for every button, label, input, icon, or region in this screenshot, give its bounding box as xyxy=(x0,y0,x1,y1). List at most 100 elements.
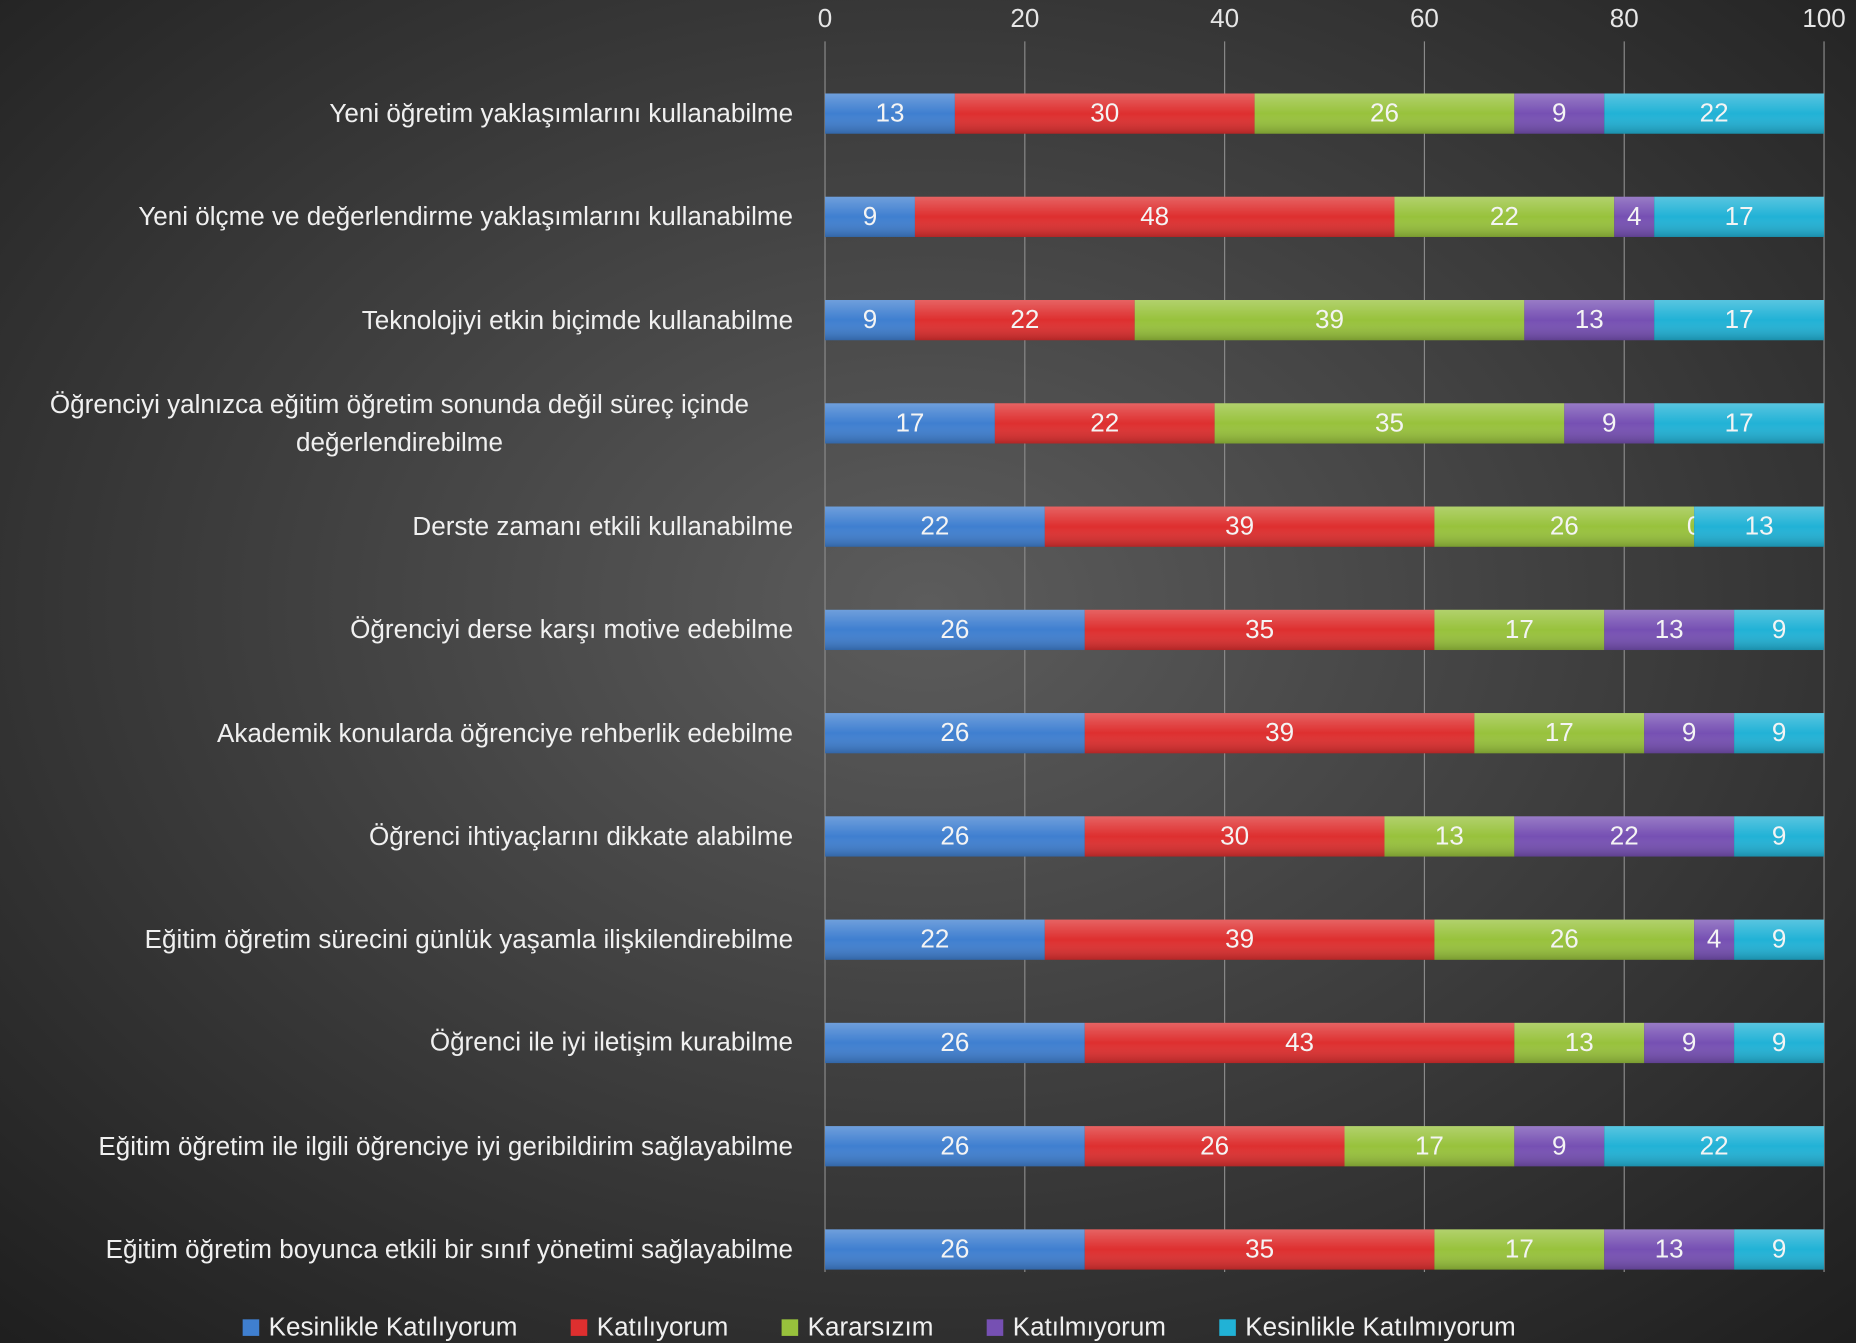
data-label: 35 xyxy=(1375,407,1404,437)
data-label: 9 xyxy=(1682,717,1696,747)
bar-shine xyxy=(954,93,1255,134)
data-label: 39 xyxy=(1225,924,1254,954)
bar-shine xyxy=(1524,300,1655,341)
bar-shine xyxy=(1654,403,1825,444)
legend-label: Kesinlikle Katılmıyorum xyxy=(1245,1312,1515,1342)
bar-shine xyxy=(1644,713,1735,754)
bar-shine xyxy=(1734,816,1825,857)
data-label: 9 xyxy=(863,304,877,334)
data-label: 26 xyxy=(1550,924,1579,954)
bar-shine xyxy=(1214,403,1565,444)
bar-shine xyxy=(1514,816,1735,857)
bar-shine xyxy=(825,919,1045,960)
data-label: 26 xyxy=(940,614,969,644)
data-label: 26 xyxy=(1550,511,1579,541)
legend-swatch xyxy=(570,1319,588,1336)
y-tick-label: Öğrenciyi yalnızca eğitim öğretim sonund… xyxy=(49,389,750,457)
data-label: 9 xyxy=(863,201,877,231)
bar-shine xyxy=(1734,919,1825,960)
bar-shine xyxy=(914,196,1395,237)
data-label: 26 xyxy=(940,820,969,850)
data-label: 17 xyxy=(1725,407,1754,437)
bar-shine xyxy=(1434,609,1605,651)
bar-shine xyxy=(1734,713,1825,754)
y-tick-label: Derste zamanı etkili kullanabilme xyxy=(412,511,794,541)
bar-shine xyxy=(1474,713,1645,754)
data-label: 13 xyxy=(1745,511,1774,541)
legend-swatch xyxy=(986,1319,1004,1336)
bar-shine xyxy=(1134,300,1525,341)
bar-shine xyxy=(1084,1229,1435,1270)
y-tick-label: Öğrenci ile iyi iletişim kurabilme xyxy=(429,1027,794,1058)
bar-shine xyxy=(1734,1229,1825,1270)
data-label: 13 xyxy=(1575,304,1604,334)
y-tick-label: Öğrenci ihtiyaçlarını dikkate alabilme xyxy=(368,821,794,851)
legend-swatch xyxy=(1219,1319,1236,1336)
data-label: 9 xyxy=(1552,1130,1566,1160)
bar-shine xyxy=(1044,506,1435,547)
data-label: 9 xyxy=(1772,1027,1786,1057)
bar-shine xyxy=(1694,919,1735,960)
x-tick-label: 20 xyxy=(1010,3,1039,33)
bar-shine xyxy=(1384,816,1515,857)
bar-shine xyxy=(1604,1229,1735,1270)
data-label: 30 xyxy=(1220,820,1249,850)
bar-shine xyxy=(825,609,1085,651)
data-label: 26 xyxy=(940,1130,969,1160)
data-label: 17 xyxy=(895,407,924,437)
bar-shine xyxy=(1344,1126,1515,1167)
data-label: 17 xyxy=(1505,614,1534,644)
data-label: 4 xyxy=(1707,924,1721,954)
bar-shine xyxy=(825,300,915,341)
data-label: 26 xyxy=(1370,98,1399,128)
bar-shine xyxy=(1084,609,1435,651)
legend-label: Katılmıyorum xyxy=(1013,1312,1166,1342)
data-label: 9 xyxy=(1552,98,1566,128)
data-label: 35 xyxy=(1245,1234,1274,1264)
bar-shine xyxy=(825,403,995,444)
bar-shine xyxy=(1654,196,1825,237)
data-label: 13 xyxy=(1565,1027,1594,1057)
legend-label: Kesinlikle Katılıyorum xyxy=(269,1312,518,1342)
data-label: 13 xyxy=(1655,614,1684,644)
bar-shine xyxy=(825,93,955,134)
y-tick-label: Akademik konularda öğrenciye rehberlik e… xyxy=(216,717,794,748)
data-label: 9 xyxy=(1772,1234,1786,1264)
data-label: 26 xyxy=(940,1234,969,1264)
bar-shine xyxy=(825,816,1085,857)
y-tick-label: Yeni ölçme ve değerlendirme yaklaşımları… xyxy=(138,201,794,232)
data-label: 39 xyxy=(1265,717,1294,747)
data-label: 13 xyxy=(1435,820,1464,850)
data-label: 13 xyxy=(1655,1234,1684,1264)
bar-shine xyxy=(1514,1126,1605,1167)
x-tick-label: 60 xyxy=(1410,3,1439,33)
data-label: 9 xyxy=(1772,924,1786,954)
bar-shine xyxy=(1604,609,1735,651)
y-tick-label: Eğitim öğretim ile ilgili öğrenciye iyi … xyxy=(98,1130,794,1161)
data-label: 22 xyxy=(1010,304,1039,334)
y-tick-label: Teknolojiyi etkin biçimde kullanabilme xyxy=(361,304,794,335)
data-label: 13 xyxy=(875,98,904,128)
bar-shine xyxy=(1564,403,1655,444)
bar-shine xyxy=(825,1126,1085,1167)
data-label: 22 xyxy=(1090,407,1119,437)
data-label: 39 xyxy=(1225,511,1254,541)
data-label: 43 xyxy=(1285,1027,1314,1057)
data-label: 22 xyxy=(920,924,949,954)
bar-shine xyxy=(1614,196,1655,237)
data-label: 9 xyxy=(1772,717,1786,747)
bar-shine xyxy=(1084,713,1475,754)
bar-shine xyxy=(1434,919,1695,960)
bar-shine xyxy=(1604,93,1825,134)
legend-label: Kararsızım xyxy=(808,1312,934,1342)
data-label: 9 xyxy=(1772,614,1786,644)
data-label: 35 xyxy=(1245,614,1274,644)
y-tick-label: Öğrenciyi derse karşı motive edebilme xyxy=(350,614,794,645)
bar-shine xyxy=(914,300,1135,341)
x-tick-label: 0 xyxy=(818,3,832,33)
data-label: 17 xyxy=(1725,201,1754,231)
data-label: 26 xyxy=(940,1027,969,1057)
bar-shine xyxy=(1084,816,1385,857)
